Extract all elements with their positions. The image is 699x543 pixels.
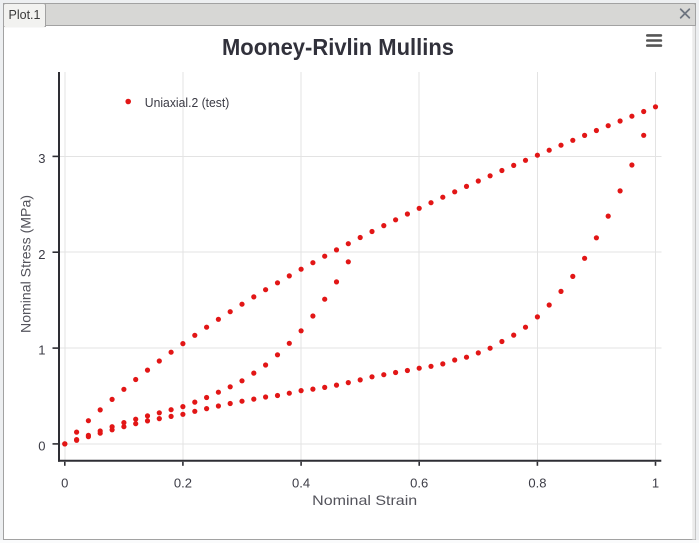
svg-text:0.4: 0.4 [292, 476, 310, 491]
svg-text:1: 1 [38, 343, 45, 358]
svg-text:2: 2 [38, 247, 45, 262]
svg-text:0.2: 0.2 [174, 476, 192, 491]
svg-text:0.6: 0.6 [410, 476, 428, 491]
svg-text:1: 1 [652, 476, 659, 491]
svg-text:0: 0 [38, 439, 45, 454]
svg-text:Uniaxial.2 (test): Uniaxial.2 (test) [145, 95, 230, 110]
svg-text:Nominal Strain: Nominal Strain [312, 492, 417, 508]
svg-text:0.8: 0.8 [528, 476, 546, 491]
svg-text:Nominal Stress (MPa): Nominal Stress (MPa) [18, 195, 34, 333]
svg-text:0: 0 [61, 476, 68, 491]
svg-text:3: 3 [38, 151, 45, 166]
svg-text:Plot.1: Plot.1 [9, 8, 41, 22]
svg-text:Mooney-Rivlin Mullins: Mooney-Rivlin Mullins [222, 34, 454, 60]
